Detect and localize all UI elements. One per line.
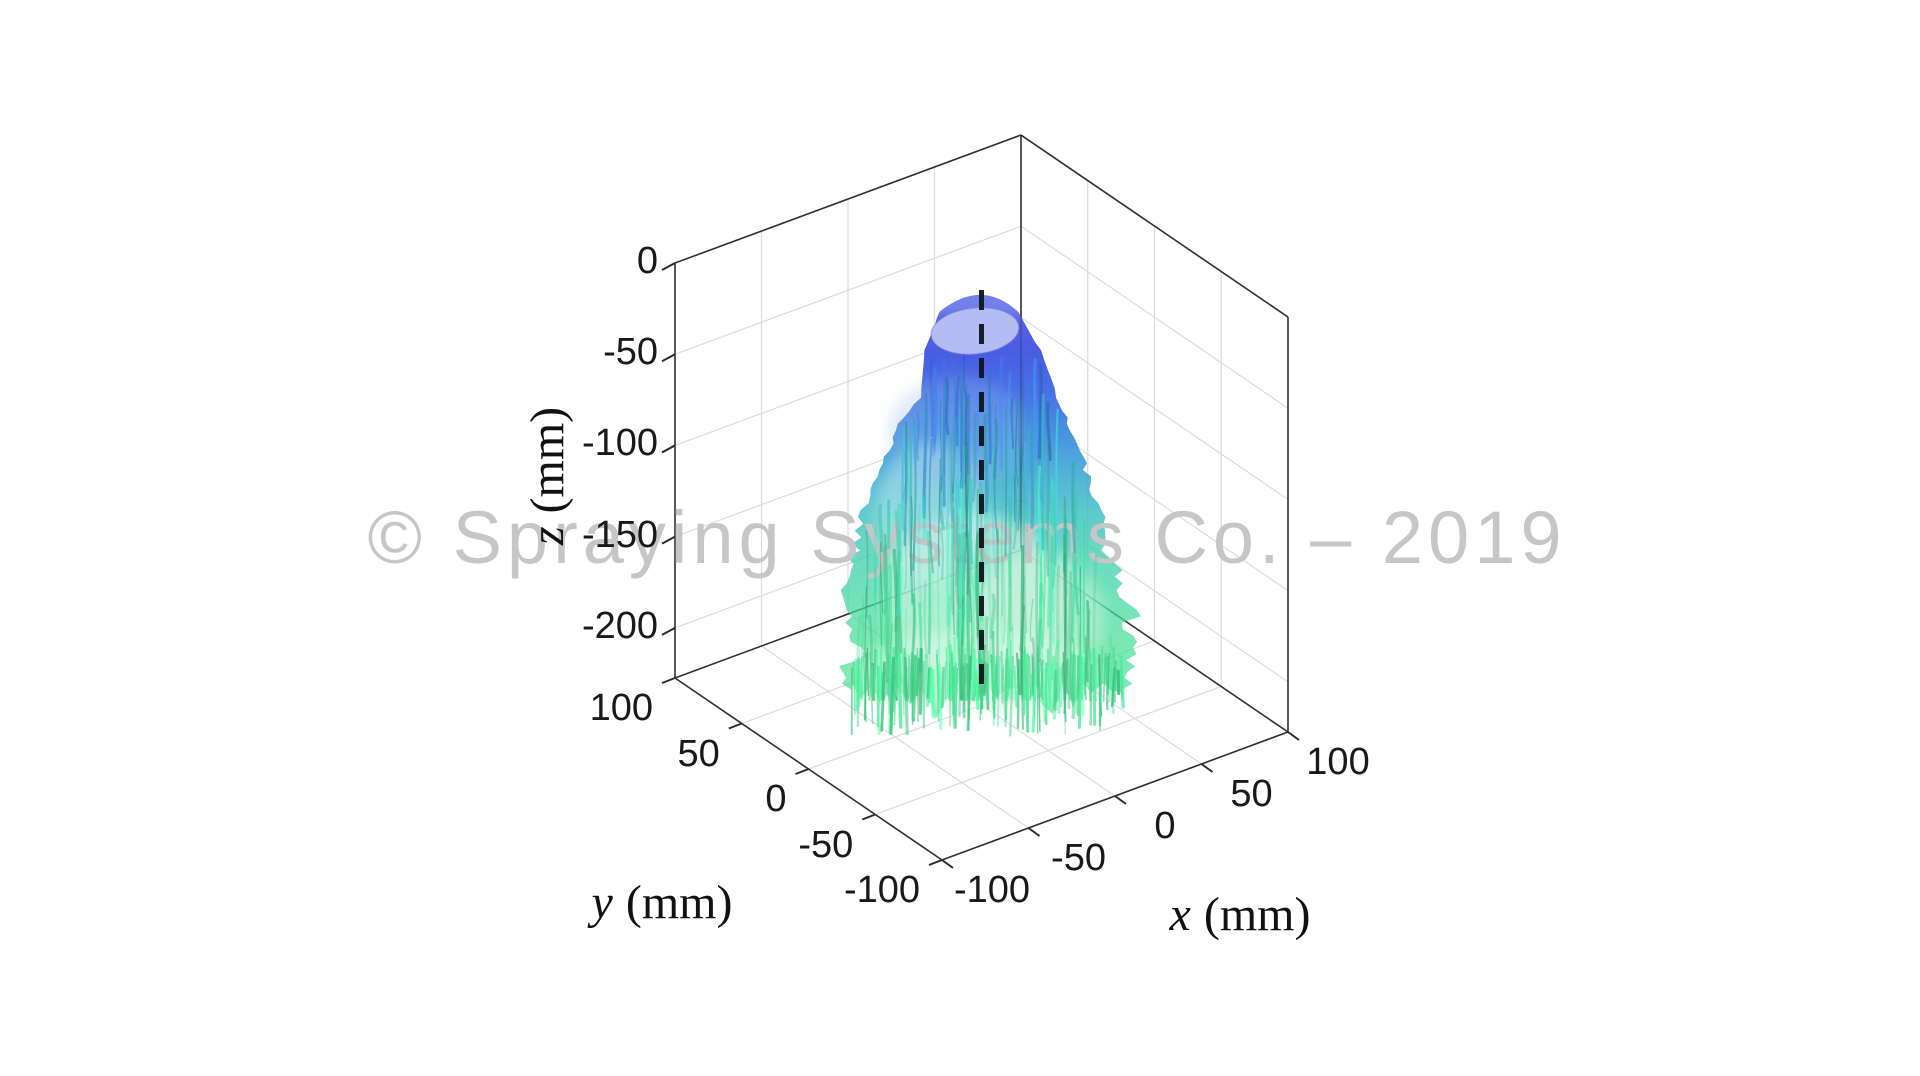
axis-tick-marks — [661, 262, 1300, 869]
spray-axis-dashed-line — [979, 290, 1022, 697]
